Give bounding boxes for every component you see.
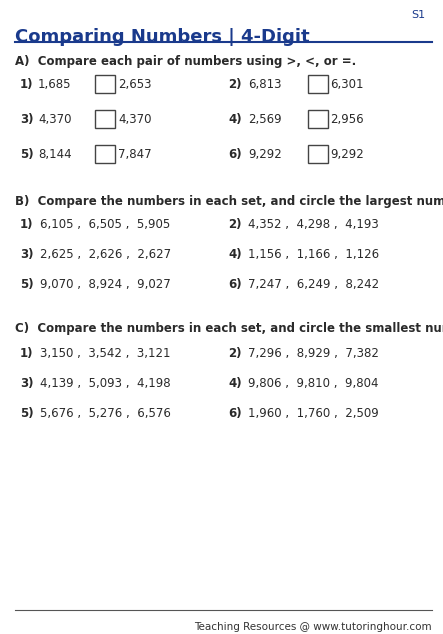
Text: 4,352 ,  4,298 ,  4,193: 4,352 , 4,298 , 4,193 <box>248 218 379 231</box>
Text: 2,956: 2,956 <box>330 113 364 126</box>
Text: 2,569: 2,569 <box>248 113 282 126</box>
Text: 6,813: 6,813 <box>248 78 281 91</box>
Text: 4,139 ,  5,093 ,  4,198: 4,139 , 5,093 , 4,198 <box>40 377 171 390</box>
Text: 1,685: 1,685 <box>38 78 71 91</box>
Text: 4): 4) <box>228 377 241 390</box>
Text: Comparing Numbers | 4-Digit: Comparing Numbers | 4-Digit <box>15 28 310 46</box>
Text: Teaching Resources @ www.tutoringhour.com: Teaching Resources @ www.tutoringhour.co… <box>194 622 432 632</box>
Text: 6): 6) <box>228 278 241 291</box>
Bar <box>308 110 328 128</box>
Text: 2): 2) <box>228 347 241 360</box>
Text: 3): 3) <box>20 377 34 390</box>
Text: 9,292: 9,292 <box>330 148 364 161</box>
Text: 5): 5) <box>20 407 34 420</box>
Text: 3,150 ,  3,542 ,  3,121: 3,150 , 3,542 , 3,121 <box>40 347 171 360</box>
Text: 2,653: 2,653 <box>118 78 152 91</box>
Bar <box>308 75 328 93</box>
Text: 4,370: 4,370 <box>118 113 152 126</box>
Text: 5): 5) <box>20 278 34 291</box>
Text: 9,292: 9,292 <box>248 148 282 161</box>
Text: S1: S1 <box>411 10 425 20</box>
Text: 2): 2) <box>228 78 241 91</box>
Text: 7,296 ,  8,929 ,  7,382: 7,296 , 8,929 , 7,382 <box>248 347 379 360</box>
Bar <box>95 145 115 163</box>
Bar <box>95 110 115 128</box>
Text: 4,370: 4,370 <box>38 113 71 126</box>
Bar <box>95 75 115 93</box>
Bar <box>308 145 328 163</box>
Text: 1): 1) <box>20 347 34 360</box>
Text: 7,247 ,  6,249 ,  8,242: 7,247 , 6,249 , 8,242 <box>248 278 379 291</box>
Text: C)  Compare the numbers in each set, and circle the smallest number.: C) Compare the numbers in each set, and … <box>15 322 443 335</box>
Text: 4): 4) <box>228 113 241 126</box>
Text: 8,144: 8,144 <box>38 148 72 161</box>
Text: 1): 1) <box>20 78 34 91</box>
Text: 9,806 ,  9,810 ,  9,804: 9,806 , 9,810 , 9,804 <box>248 377 378 390</box>
Text: A)  Compare each pair of numbers using >, <, or =.: A) Compare each pair of numbers using >,… <box>15 55 356 68</box>
Text: 7,847: 7,847 <box>118 148 152 161</box>
Text: 6,105 ,  6,505 ,  5,905: 6,105 , 6,505 , 5,905 <box>40 218 170 231</box>
Text: 1,156 ,  1,166 ,  1,126: 1,156 , 1,166 , 1,126 <box>248 248 379 261</box>
Text: 6): 6) <box>228 407 241 420</box>
Text: 1,960 ,  1,760 ,  2,509: 1,960 , 1,760 , 2,509 <box>248 407 379 420</box>
Text: 5,676 ,  5,276 ,  6,576: 5,676 , 5,276 , 6,576 <box>40 407 171 420</box>
Text: 5): 5) <box>20 148 34 161</box>
Text: 4): 4) <box>228 248 241 261</box>
Text: B)  Compare the numbers in each set, and circle the largest number.: B) Compare the numbers in each set, and … <box>15 195 443 208</box>
Text: 9,070 ,  8,924 ,  9,027: 9,070 , 8,924 , 9,027 <box>40 278 171 291</box>
Text: 2,625 ,  2,626 ,  2,627: 2,625 , 2,626 , 2,627 <box>40 248 171 261</box>
Text: 6,301: 6,301 <box>330 78 364 91</box>
Text: 6): 6) <box>228 148 241 161</box>
Text: 2): 2) <box>228 218 241 231</box>
Text: 3): 3) <box>20 113 34 126</box>
Text: 1): 1) <box>20 218 34 231</box>
Text: 3): 3) <box>20 248 34 261</box>
